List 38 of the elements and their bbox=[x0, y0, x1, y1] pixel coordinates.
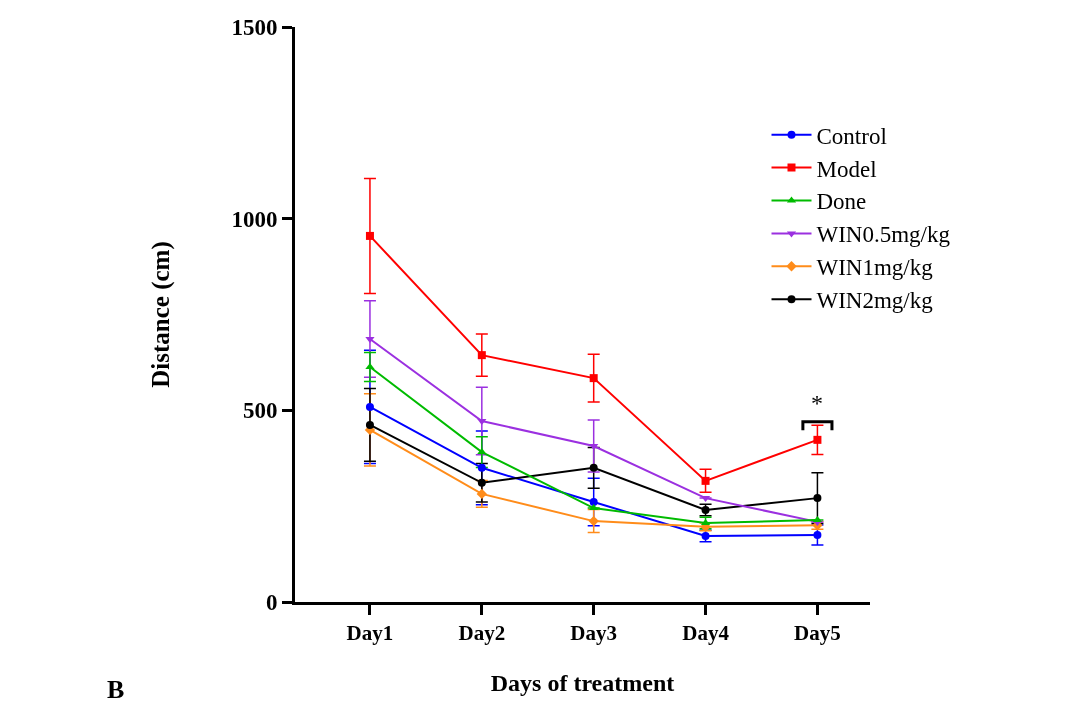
x-tick-label: Day4 bbox=[682, 621, 730, 646]
legend-label: WIN1mg/kg bbox=[816, 255, 934, 281]
legend-label: WIN0.5mg/kg bbox=[816, 222, 951, 248]
x-tick-label: Day2 bbox=[458, 621, 506, 646]
legend-label: Model bbox=[816, 156, 877, 182]
point bbox=[477, 478, 486, 487]
y-tick-label: 1500 bbox=[231, 15, 278, 41]
y-tick-label: 1000 bbox=[231, 206, 278, 232]
point bbox=[701, 476, 710, 485]
x-tick-label: Day5 bbox=[794, 621, 841, 646]
x-tick-label: Day1 bbox=[346, 621, 394, 646]
x-tick-label: Day3 bbox=[570, 621, 618, 646]
legend-label: WIN2mg/kg bbox=[816, 288, 934, 314]
point bbox=[365, 337, 375, 344]
point bbox=[589, 463, 598, 472]
annotation: * bbox=[811, 390, 823, 416]
point bbox=[589, 374, 598, 383]
point bbox=[813, 494, 822, 503]
point bbox=[477, 351, 486, 360]
point bbox=[476, 488, 488, 500]
point bbox=[589, 443, 599, 450]
y-tick-label: 500 bbox=[242, 398, 278, 424]
legend-label: Done bbox=[816, 189, 867, 215]
point bbox=[477, 448, 487, 455]
text: B bbox=[107, 675, 125, 704]
point bbox=[477, 419, 487, 426]
point bbox=[365, 402, 374, 411]
y-tick-label: 0 bbox=[265, 590, 278, 616]
point bbox=[589, 497, 598, 506]
point bbox=[365, 231, 374, 240]
point bbox=[365, 363, 375, 370]
point bbox=[365, 420, 374, 429]
legend-label: Control bbox=[816, 123, 887, 149]
point bbox=[477, 463, 486, 472]
point bbox=[588, 515, 599, 527]
point bbox=[813, 435, 822, 444]
y-axis-title: Distance (cm) bbox=[147, 241, 176, 388]
x-axis-title: Days of treatment bbox=[490, 669, 675, 696]
